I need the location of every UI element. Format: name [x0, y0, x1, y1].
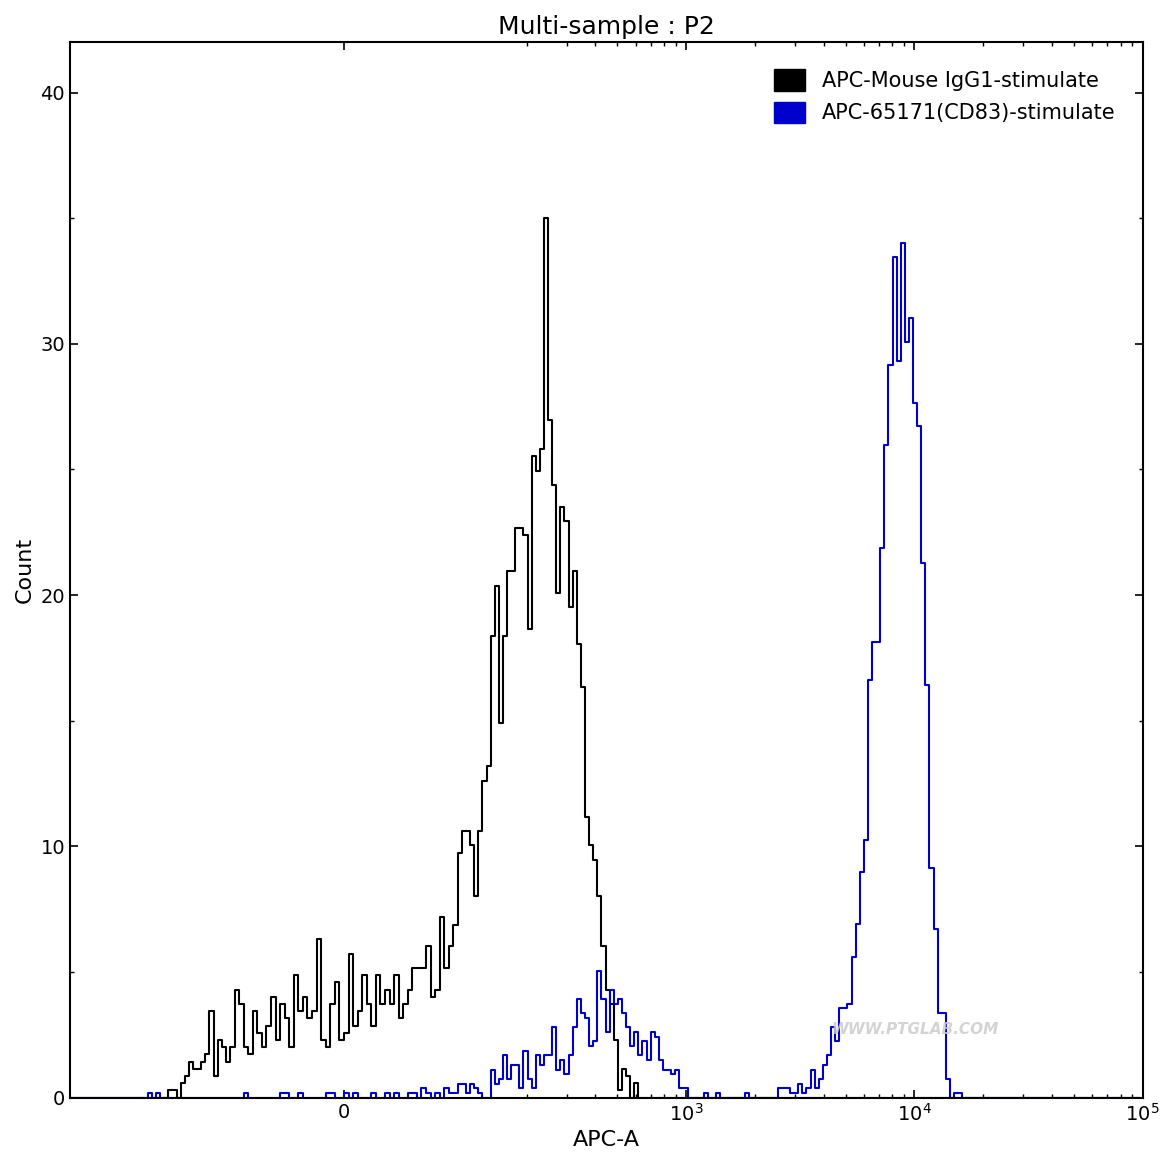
X-axis label: APC-A: APC-A: [573, 1130, 640, 1150]
Y-axis label: Count: Count: [15, 537, 35, 603]
Title: Multi-sample : P2: Multi-sample : P2: [498, 15, 714, 38]
Legend: APC-Mouse IgG1-stimulate, APC-65171(CD83)-stimulate: APC-Mouse IgG1-stimulate, APC-65171(CD83…: [758, 52, 1133, 140]
Text: WWW.PTGLAB.COM: WWW.PTGLAB.COM: [832, 1023, 999, 1037]
